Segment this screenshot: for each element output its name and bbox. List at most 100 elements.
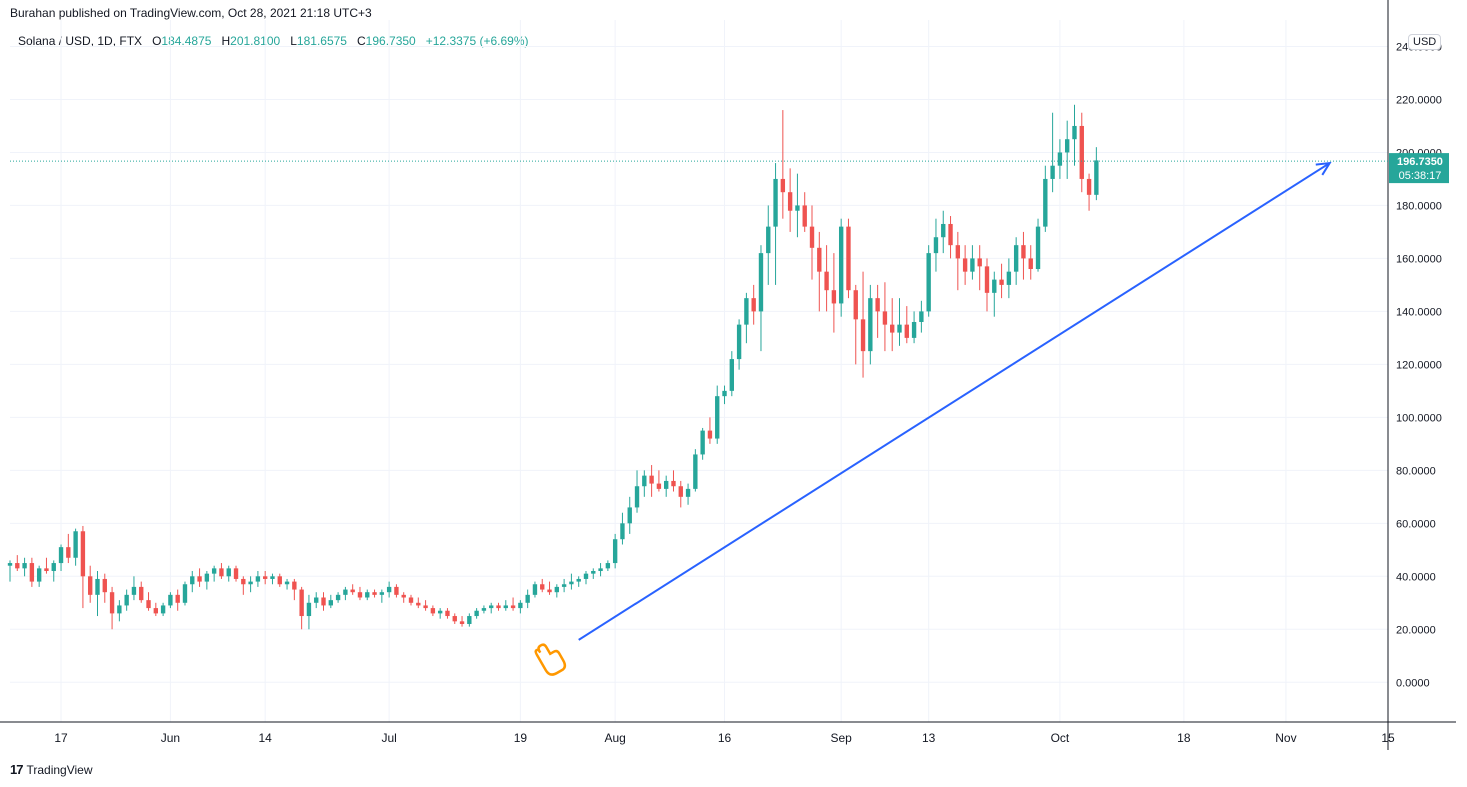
last-price-tag bbox=[1389, 153, 1449, 184]
candle-body bbox=[933, 237, 939, 254]
chart-grid bbox=[10, 20, 1389, 722]
candle-body bbox=[51, 563, 56, 572]
candle-body bbox=[328, 600, 333, 606]
candle-body bbox=[416, 602, 421, 606]
candle-body bbox=[248, 581, 253, 585]
candle-body bbox=[817, 247, 822, 272]
candle-body bbox=[357, 592, 363, 598]
candle-body bbox=[182, 584, 188, 603]
change-value: +12.3375 (+6.69%) bbox=[425, 34, 529, 48]
symbol-label[interactable]: Solana / USD, 1D, FTX bbox=[18, 34, 143, 48]
candle-body bbox=[715, 396, 720, 439]
y-tick-label: 140.0000 bbox=[1396, 306, 1442, 318]
candle-body bbox=[860, 319, 866, 352]
countdown-timer: 05:38:17 bbox=[1399, 170, 1442, 182]
candle-body bbox=[459, 621, 465, 624]
candle-body bbox=[656, 483, 662, 489]
open-value: 184.4875 bbox=[161, 34, 212, 48]
candle-body bbox=[1035, 226, 1041, 270]
candle-body bbox=[605, 563, 611, 569]
candle-body bbox=[722, 390, 727, 397]
high-value: 201.8100 bbox=[230, 34, 281, 48]
candle-body bbox=[197, 576, 202, 582]
candle-body bbox=[270, 576, 275, 579]
candle-body bbox=[824, 271, 829, 291]
candle-body bbox=[109, 592, 115, 614]
x-tick-label: Nov bbox=[1275, 731, 1296, 745]
tradingview-logo-icon: 17 bbox=[10, 762, 24, 777]
candle-body bbox=[350, 589, 355, 593]
candle-body bbox=[423, 605, 428, 609]
candle-body bbox=[1028, 258, 1033, 270]
candle-body bbox=[919, 311, 924, 322]
candle-body bbox=[766, 226, 771, 254]
candle-body bbox=[693, 454, 698, 489]
candle-body bbox=[853, 290, 858, 320]
candle-body bbox=[1086, 178, 1092, 195]
candle-body bbox=[576, 578, 581, 582]
y-tick-label: 60.0000 bbox=[1396, 518, 1436, 530]
close-value: 196.7350 bbox=[365, 34, 416, 48]
candle-body bbox=[1072, 125, 1077, 140]
candle-body bbox=[44, 568, 49, 572]
candle-body bbox=[846, 226, 851, 291]
candle-body bbox=[314, 597, 319, 603]
candle-body bbox=[66, 547, 71, 558]
candle-body bbox=[408, 597, 414, 603]
currency-badge[interactable]: USD bbox=[1408, 34, 1442, 50]
candle-body bbox=[890, 324, 895, 333]
candle-body bbox=[262, 576, 268, 579]
candle-body bbox=[569, 581, 574, 585]
candle-body bbox=[700, 430, 705, 455]
open-label: O bbox=[152, 34, 162, 48]
y-tick-label: 120.0000 bbox=[1396, 359, 1442, 371]
candle-body bbox=[955, 245, 961, 259]
candle-body bbox=[926, 253, 931, 312]
x-tick-label: Jul bbox=[381, 731, 396, 745]
y-tick-label: 0.0000 bbox=[1396, 677, 1430, 689]
candle-body bbox=[292, 581, 297, 590]
candle-body bbox=[809, 226, 815, 248]
x-tick-label: Sep bbox=[830, 731, 852, 745]
candle-body bbox=[780, 178, 786, 193]
x-tick-label: 17 bbox=[54, 731, 68, 745]
candle-body bbox=[481, 608, 487, 611]
y-tick-label: 100.0000 bbox=[1396, 412, 1442, 424]
candle-body bbox=[875, 298, 880, 312]
candle-body bbox=[1006, 271, 1012, 285]
publisher-header: Burahan published on TradingView.com, Oc… bbox=[10, 6, 372, 20]
candle-body bbox=[561, 584, 567, 587]
candle-body bbox=[190, 576, 195, 585]
candle-body bbox=[554, 586, 560, 593]
tradingview-footer: 17 TradingView bbox=[10, 762, 93, 777]
x-tick-label: 13 bbox=[922, 731, 936, 745]
candle-body bbox=[496, 605, 501, 609]
candle-body bbox=[22, 563, 27, 569]
x-tick-label: Aug bbox=[604, 731, 625, 745]
candle-body bbox=[131, 586, 137, 595]
x-tick-label: Jun bbox=[161, 731, 180, 745]
candle-body bbox=[1079, 125, 1084, 179]
candle-body bbox=[970, 258, 975, 272]
trend-arrow-line bbox=[578, 162, 1331, 641]
candle-body bbox=[744, 298, 749, 325]
tradingview-brand: TradingView bbox=[26, 762, 93, 777]
high-label: H bbox=[221, 34, 231, 48]
candle-body bbox=[80, 531, 86, 577]
candle-body bbox=[707, 430, 713, 439]
candle-body bbox=[627, 507, 632, 524]
candle-body bbox=[467, 616, 472, 624]
candle-body bbox=[547, 589, 552, 593]
candle-body bbox=[233, 568, 239, 579]
candle-body bbox=[226, 568, 231, 577]
candle-body bbox=[29, 563, 35, 582]
close-label: C bbox=[357, 34, 366, 48]
candle-body bbox=[430, 608, 436, 614]
candle-body bbox=[831, 290, 837, 304]
candle-body bbox=[168, 594, 173, 606]
candle-body bbox=[977, 258, 982, 267]
candle-body bbox=[1013, 245, 1019, 272]
y-tick-label: 220.0000 bbox=[1396, 94, 1442, 106]
low-label: L bbox=[290, 34, 297, 48]
